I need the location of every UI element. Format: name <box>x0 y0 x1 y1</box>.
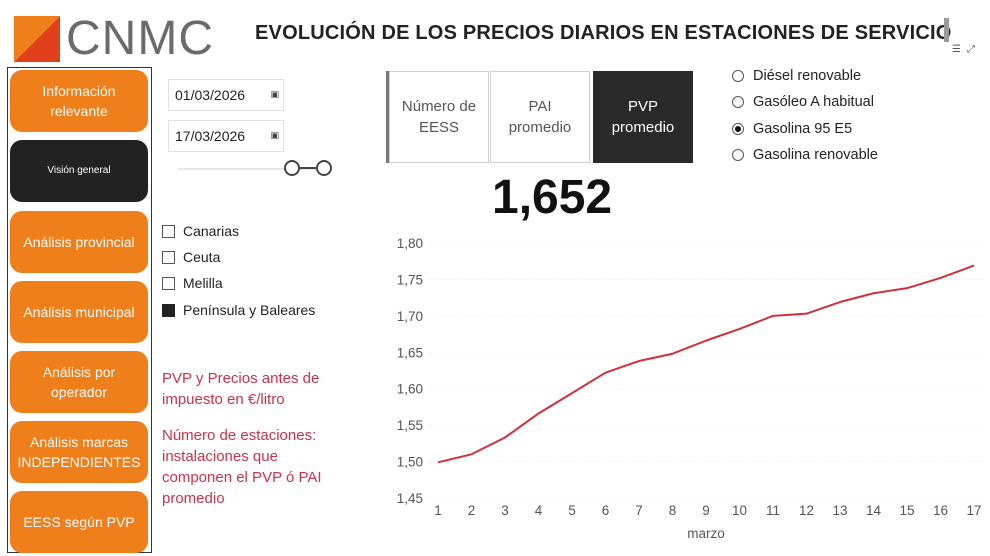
calendar-icon[interactable]: ▣ <box>270 130 279 140</box>
date-slider-range <box>300 167 316 169</box>
cnmc-logo: CNMC <box>14 12 244 65</box>
end-date-input[interactable]: 17/03/2026 ▣ <box>168 120 284 152</box>
end-date-value: 17/03/2026 <box>175 128 246 144</box>
fuel-label: Gasolina renovable <box>753 147 878 163</box>
tab-label: PAI promedio <box>508 98 572 136</box>
nav-label: Análisis municipal <box>23 304 135 320</box>
tab-pai-promedio[interactable]: PAI promedio <box>490 71 590 163</box>
nav-analisis-marcas[interactable]: Análisis marcas INDEPENDIENTES <box>10 421 148 483</box>
series-line <box>437 264 975 464</box>
note-pvp-units: PVP y Precios antes de impuesto en €/lit… <box>162 370 320 408</box>
visual-header-icons: ☰ ⤢ <box>952 44 981 55</box>
radio-button-selected[interactable] <box>732 123 744 135</box>
tab-numero-eess[interactable]: Número de EESS <box>389 71 489 163</box>
nav-label: Análisis por operador <box>42 364 116 400</box>
region-label: Canarias <box>183 223 240 239</box>
checkbox-checked[interactable] <box>162 303 175 317</box>
fuel-label: Gasolina 95 E5 <box>753 121 853 137</box>
x-tick-label: 11 <box>766 503 780 518</box>
region-option-canarias[interactable]: Canarias <box>162 223 239 239</box>
nav-analisis-operador[interactable]: Análisis por operador <box>10 351 148 413</box>
note-stations: Número de estaciones: instalaciones que … <box>162 427 322 507</box>
radio-button[interactable] <box>732 96 744 108</box>
scroll-handle[interactable] <box>944 18 949 42</box>
x-tick-label: 7 <box>635 503 643 518</box>
start-date-value: 01/03/2026 <box>175 87 246 103</box>
calendar-icon[interactable]: ▣ <box>270 89 279 99</box>
date-slider-start-handle[interactable] <box>284 160 300 176</box>
x-tick-label: 6 <box>602 503 610 518</box>
y-tick-label: 1,45 <box>397 491 423 506</box>
tab-label: PVP promedio <box>611 98 675 136</box>
nav-analisis-municipal[interactable]: Análisis municipal <box>10 281 148 343</box>
x-tick-label: 2 <box>468 503 476 518</box>
radio-button[interactable] <box>732 70 744 82</box>
x-tick-label: 14 <box>866 503 882 518</box>
x-tick-label: 15 <box>899 503 914 518</box>
tab-divider <box>386 71 389 163</box>
radio-button[interactable] <box>732 149 744 161</box>
region-option-peninsula[interactable]: Península y Baleares <box>162 302 315 318</box>
x-tick-label: 13 <box>832 503 847 518</box>
fuel-label: Gasóleo A habitual <box>753 94 874 110</box>
x-tick-label: 8 <box>669 503 677 518</box>
tab-pvp-promedio[interactable]: PVP promedio <box>593 71 693 163</box>
nav-label: Análisis marcas INDEPENDIENTES <box>17 434 141 470</box>
date-slider-end-handle[interactable] <box>316 160 332 176</box>
x-tick-label: 12 <box>799 503 814 518</box>
x-tick-label: 5 <box>568 503 576 518</box>
fuel-option-gasoleo-a[interactable]: Gasóleo A habitual <box>732 94 874 110</box>
nav-label: Análisis provincial <box>23 234 135 250</box>
nav-vision-general[interactable]: Visión general <box>10 140 148 202</box>
logo-mark-icon <box>14 16 60 62</box>
x-tick-label: 17 <box>966 503 981 518</box>
y-tick-label: 1,70 <box>397 309 423 324</box>
logo-text: CNMC <box>66 12 214 65</box>
y-tick-label: 1,50 <box>397 455 423 470</box>
x-tick-label: 16 <box>933 503 948 518</box>
nav-label: Información relevante <box>42 83 116 119</box>
region-option-melilla[interactable]: Melilla <box>162 275 223 291</box>
x-tick-label: 3 <box>501 503 509 518</box>
filter-icon[interactable]: ☰ <box>952 44 961 55</box>
page-title: EVOLUCIÓN DE LOS PRECIOS DIARIOS EN ESTA… <box>255 22 952 44</box>
fuel-label: Diésel renovable <box>753 68 862 84</box>
tab-label: Número de EESS <box>401 98 477 136</box>
checkbox[interactable] <box>162 276 175 290</box>
nav-label: Visión general <box>47 165 111 176</box>
region-option-ceuta[interactable]: Ceuta <box>162 249 220 265</box>
date-slider-track[interactable] <box>178 168 324 170</box>
fuel-option-diesel-renovable[interactable]: Diésel renovable <box>732 68 861 84</box>
fuel-option-gasolina-renovable[interactable]: Gasolina renovable <box>732 147 878 163</box>
x-tick-label: 1 <box>434 503 442 518</box>
x-tick-label: 4 <box>535 503 543 518</box>
y-tick-label: 1,75 <box>397 272 423 287</box>
region-label: Península y Baleares <box>183 302 316 318</box>
nav-label: EESS según PVP <box>23 514 135 530</box>
y-tick-label: 1,55 <box>397 418 423 433</box>
checkbox[interactable] <box>162 250 175 264</box>
y-tick-label: 1,60 <box>397 382 423 397</box>
x-tick-label: 10 <box>732 503 747 518</box>
region-label: Melilla <box>183 275 223 291</box>
x-axis-label: marzo <box>687 526 725 541</box>
sidebar-nav: Información relevante Visión general Aná… <box>7 67 152 553</box>
checkbox[interactable] <box>162 224 175 238</box>
kpi-value: 1,652 <box>492 171 613 224</box>
nav-eess-pvp[interactable]: EESS según PVP <box>10 491 148 553</box>
y-tick-label: 1,80 <box>397 236 423 251</box>
region-label: Ceuta <box>183 249 221 265</box>
y-tick-label: 1,65 <box>397 345 423 360</box>
x-tick-label: 9 <box>702 503 710 518</box>
nav-informacion-relevante[interactable]: Información relevante <box>10 70 148 132</box>
expand-icon[interactable]: ⤢ <box>966 44 975 55</box>
nav-analisis-provincial[interactable]: Análisis provincial <box>10 211 148 273</box>
start-date-input[interactable]: 01/03/2026 ▣ <box>168 79 284 111</box>
fuel-option-gasolina-95[interactable]: Gasolina 95 E5 <box>732 121 852 137</box>
price-line-chart: 1,451,501,551,601,651,701,751,801 2 3 4 5 6 7 8… <box>397 236 984 541</box>
